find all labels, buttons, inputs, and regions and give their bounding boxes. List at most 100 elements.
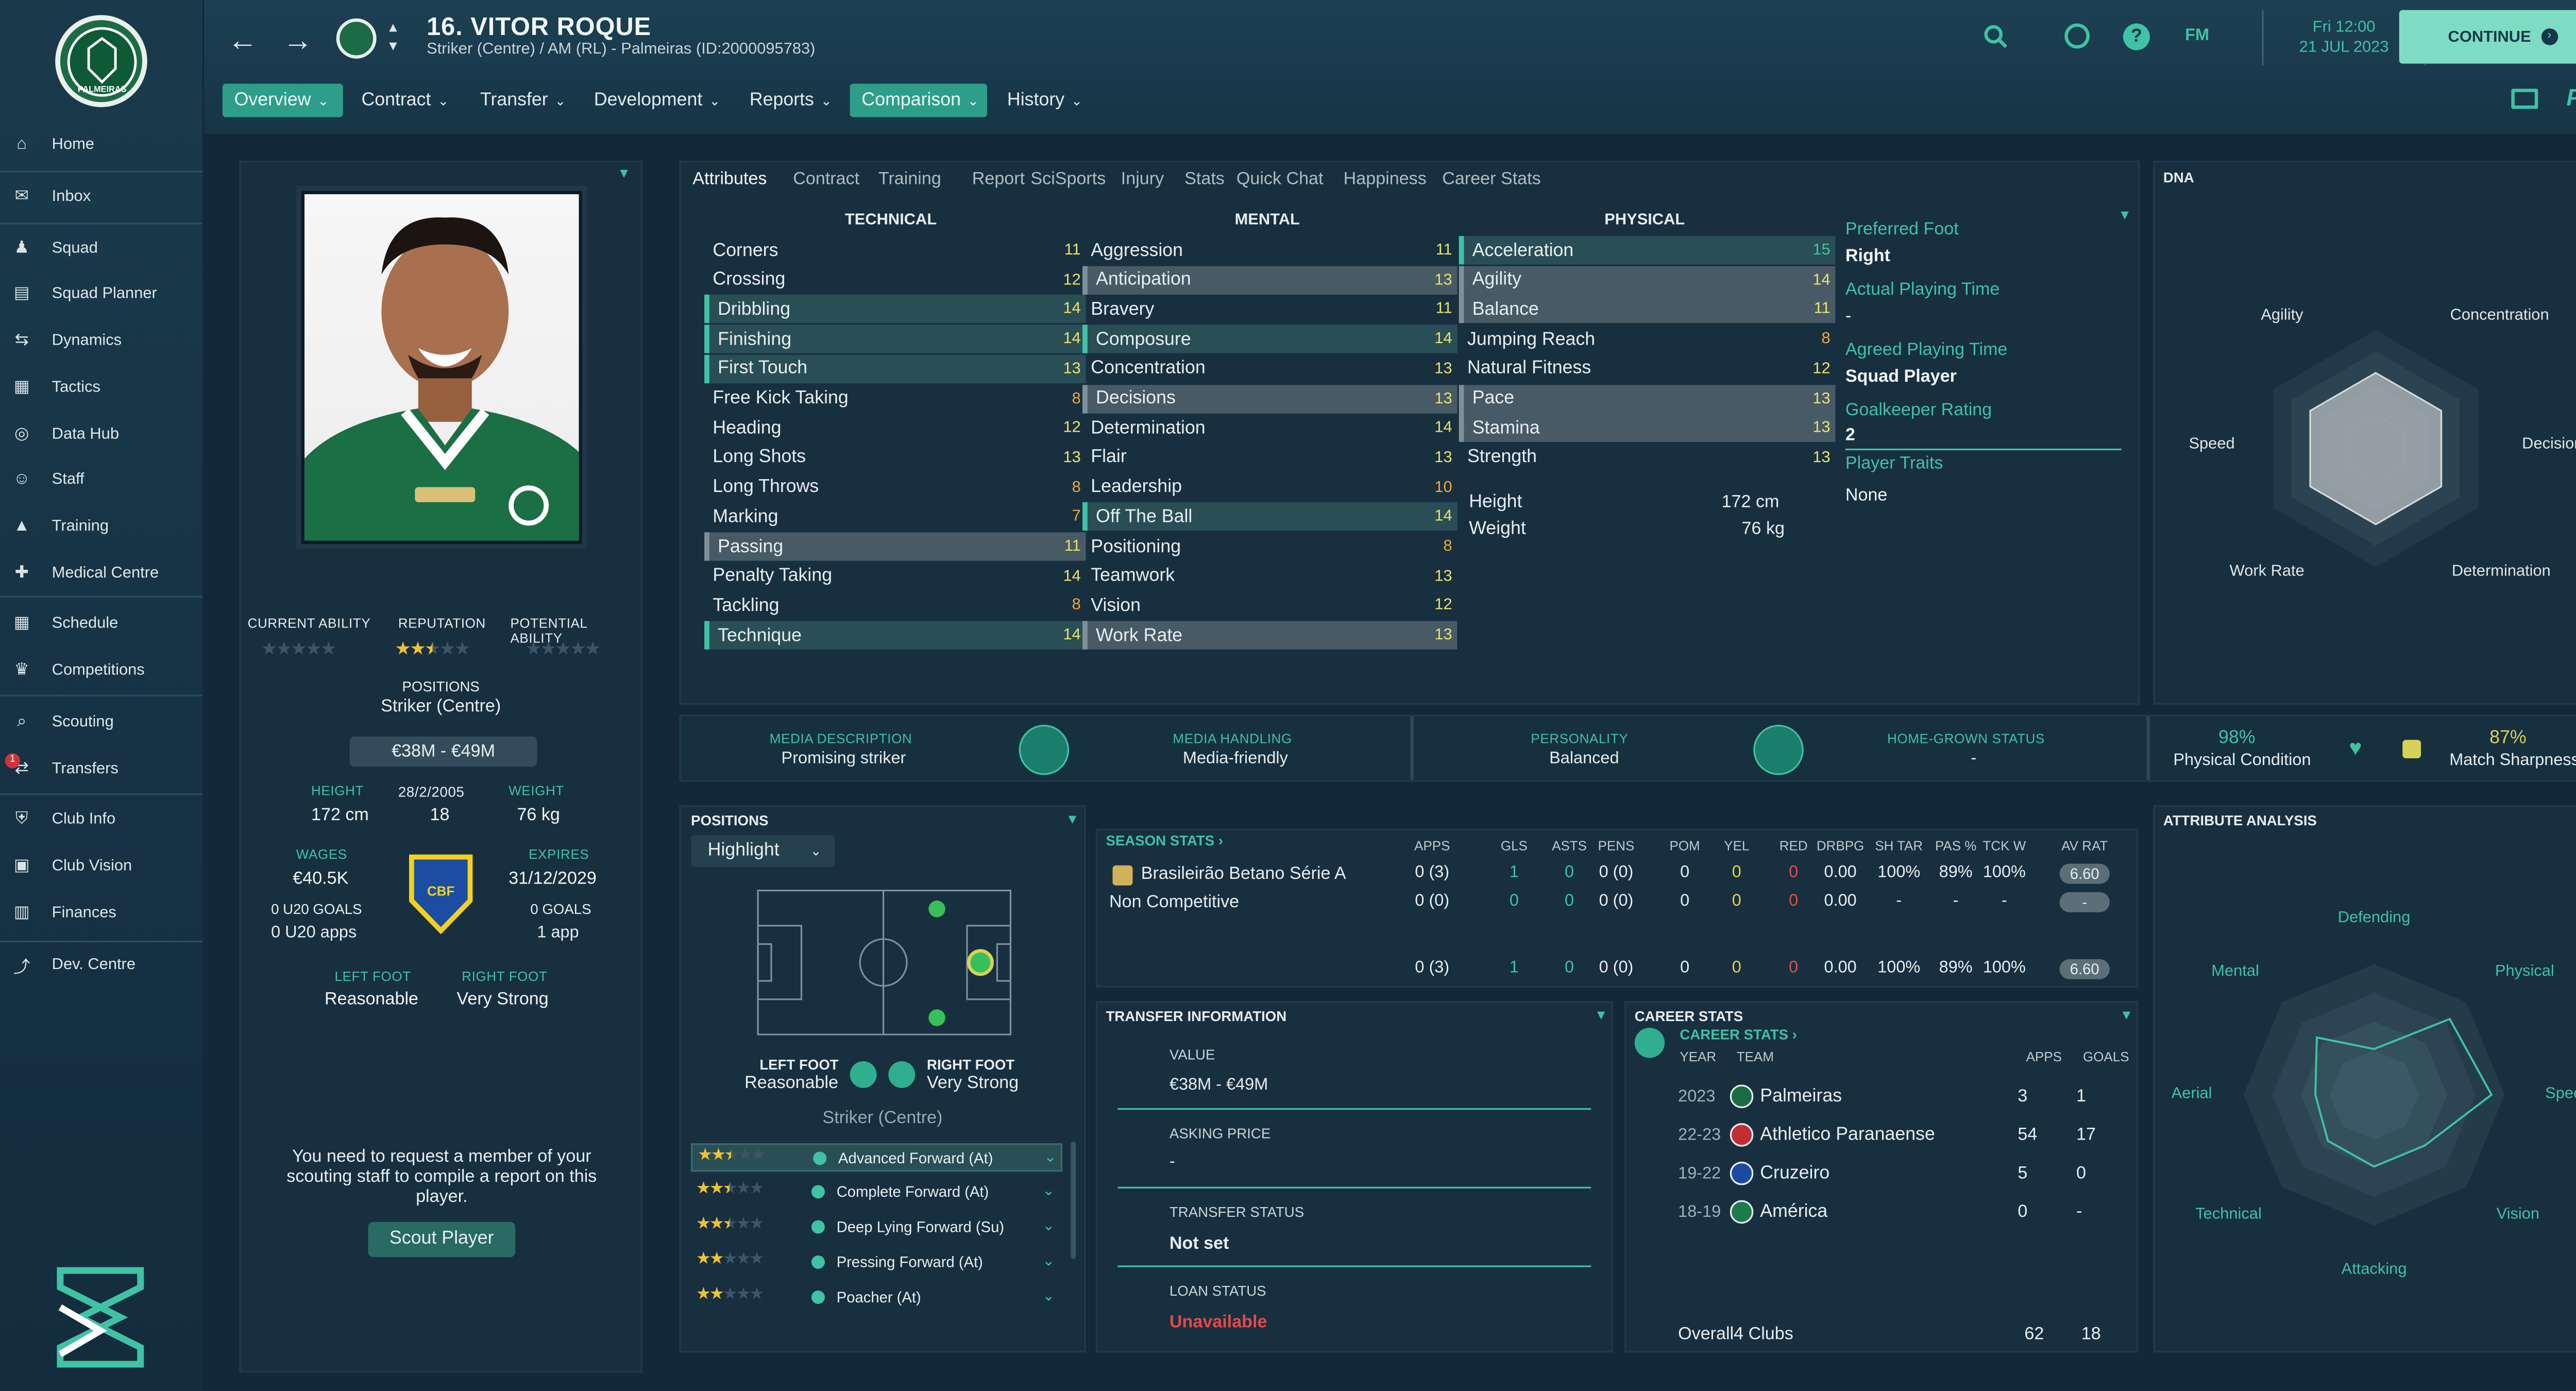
sidebar-item-squad-planner[interactable]: ▤ Squad Planner: [0, 271, 202, 314]
attribute-row-concentration[interactable]: Concentration 13: [1082, 354, 1457, 383]
menu-overview[interactable]: Overview ⌄: [222, 83, 343, 117]
sidebar-item-squad[interactable]: ♟ Squad: [0, 226, 202, 269]
attribute-row-dribbling[interactable]: Dribbling 14: [704, 295, 1086, 324]
attribute-row-stamina[interactable]: Stamina 13: [1459, 414, 1836, 443]
role-chevron-icon[interactable]: ⌄: [1042, 1217, 1055, 1234]
search-icon[interactable]: [1982, 23, 2009, 50]
tab-quick-chat[interactable]: Quick Chat: [1236, 169, 1324, 190]
career-row[interactable]: 18-19 América 0 -: [1626, 1200, 2136, 1230]
attribute-row-crossing[interactable]: Crossing 12: [704, 266, 1086, 294]
menu-development[interactable]: Development ⌄: [582, 83, 730, 117]
role-chevron-icon[interactable]: ⌄: [1044, 1148, 1057, 1165]
tab-career-stats[interactable]: Career Stats: [1442, 169, 1541, 190]
attribute-row-pace[interactable]: Pace 13: [1459, 384, 1836, 413]
tab-contract[interactable]: Contract: [793, 169, 860, 190]
club-selector-chevrons-icon[interactable]: ▲ ▼: [386, 20, 400, 54]
role-row[interactable]: ★★★★★ Advanced Forward (At) ⌄: [691, 1143, 1063, 1172]
attribute-row-first-touch[interactable]: First Touch 13: [704, 354, 1086, 383]
role-chevron-icon[interactable]: ⌄: [1042, 1287, 1055, 1304]
career-row[interactable]: 2023 Palmeiras 3 1: [1626, 1084, 2136, 1114]
menu-transfer[interactable]: Transfer ⌄: [468, 83, 574, 117]
tab-injury[interactable]: Injury: [1121, 169, 1164, 190]
attribute-row-balance[interactable]: Balance 11: [1459, 295, 1836, 324]
career-stats-chevron-icon[interactable]: ▼: [2120, 1007, 2133, 1023]
attribute-row-tackling[interactable]: Tackling 8: [704, 591, 1086, 620]
career-row[interactable]: 22-23 Athletico Paranaense 54 17: [1626, 1123, 2136, 1153]
season-stats-link[interactable]: SEASON STATS ›: [1106, 832, 1224, 849]
attribute-row-off-the-ball[interactable]: Off The Ball 14: [1082, 502, 1458, 531]
tab-scisports[interactable]: SciSports: [1030, 169, 1106, 190]
attribute-row-corners[interactable]: Corners 11: [704, 236, 1086, 264]
club-badge-logo[interactable]: PALMEIRAS: [55, 15, 147, 107]
attribute-row-long-shots[interactable]: Long Shots 13: [704, 444, 1086, 472]
attribute-row-marking[interactable]: Marking 7: [704, 503, 1086, 531]
sidebar-item-data-hub[interactable]: ◎ Data Hub: [0, 412, 202, 455]
forward-arrow-icon[interactable]: →: [282, 23, 313, 57]
fm-icon[interactable]: FM: [2185, 26, 2210, 45]
attribute-row-anticipation[interactable]: Anticipation 13: [1082, 265, 1458, 294]
attribute-row-aggression[interactable]: Aggression 11: [1082, 236, 1457, 264]
attribute-row-jumping-reach[interactable]: Jumping Reach 8: [1459, 325, 1836, 353]
attribute-row-flair[interactable]: Flair 13: [1082, 444, 1457, 472]
attribute-row-strength[interactable]: Strength 13: [1459, 444, 1836, 472]
sidebar-item-dynamics[interactable]: ⇆ Dynamics: [0, 318, 202, 361]
tab-stats[interactable]: Stats: [1184, 169, 1225, 190]
season-row[interactable]: Brasileirão Betano Série A 0 (3) 1 0 0 (0) 0 0…: [1097, 863, 2137, 891]
attribute-row-heading[interactable]: Heading 12: [704, 414, 1086, 442]
attribute-row-vision[interactable]: Vision 12: [1082, 591, 1457, 620]
transfer-info-chevron-icon[interactable]: ▼: [1594, 1007, 1608, 1023]
paypal-icon[interactable]: P: [2567, 83, 2576, 110]
sidebar-item-club-vision[interactable]: ▣ Club Vision: [0, 844, 202, 887]
attribute-row-agility[interactable]: Agility 14: [1459, 265, 1836, 294]
back-arrow-icon[interactable]: ←: [227, 23, 258, 57]
attribute-row-free-kick-taking[interactable]: Free Kick Taking 8: [704, 384, 1086, 413]
attribute-row-bravery[interactable]: Bravery 11: [1082, 295, 1457, 324]
club-crest-icon[interactable]: [336, 18, 377, 59]
info-column-chevron-icon[interactable]: ▼: [2118, 207, 2131, 223]
tab-attributes[interactable]: Attributes: [692, 169, 767, 190]
menu-reports[interactable]: Reports ⌄: [738, 83, 837, 117]
sidebar-item-dev-centre[interactable]: ⤴ Dev. Centre: [0, 942, 202, 986]
tab-training[interactable]: Training: [878, 169, 941, 190]
sidebar-item-training[interactable]: ▲ Training: [0, 504, 202, 547]
attribute-row-finishing[interactable]: Finishing 14: [704, 325, 1086, 353]
role-chevron-icon[interactable]: ⌄: [1042, 1181, 1055, 1199]
role-row[interactable]: ★★★★★ Poacher (At) ⌄: [691, 1284, 1062, 1312]
highlight-dropdown[interactable]: Highlight ⌄: [691, 835, 835, 868]
roles-scrollbar[interactable]: [1071, 1141, 1076, 1259]
role-row[interactable]: ★★★★★ Complete Forward (At) ⌄: [691, 1178, 1062, 1207]
career-stats-link[interactable]: CAREER STATS ›: [1680, 1026, 1797, 1043]
attribute-row-penalty-taking[interactable]: Penalty Taking 14: [704, 562, 1086, 590]
tab-happiness[interactable]: Happiness: [1343, 169, 1427, 190]
screen-icon[interactable]: [2511, 89, 2538, 109]
tab-report[interactable]: Report: [972, 169, 1025, 190]
globe-icon[interactable]: [2064, 23, 2090, 49]
profile-panel-chevron-icon[interactable]: ▼: [617, 165, 631, 181]
info-icon[interactable]: [811, 1255, 825, 1269]
sidebar-item-schedule[interactable]: ▦ Schedule: [0, 601, 202, 644]
info-icon[interactable]: [811, 1291, 825, 1304]
attribute-row-passing[interactable]: Passing 11: [704, 532, 1086, 561]
menu-comparison[interactable]: Comparison ⌄: [850, 83, 987, 117]
sidebar-item-transfers[interactable]: ⇄ Transfers 1: [0, 747, 202, 790]
menu-contract[interactable]: Contract ⌄: [350, 83, 460, 117]
sidebar-item-home[interactable]: ⌂ Home: [0, 122, 202, 165]
sidebar-item-competitions[interactable]: ♛ Competitions: [0, 648, 202, 691]
attribute-row-positioning[interactable]: Positioning 8: [1082, 532, 1457, 561]
sidebar-item-club-info[interactable]: ⛨ Club Info: [0, 797, 202, 840]
menu-history[interactable]: History ⌄: [995, 83, 1091, 117]
sidebar-item-scouting[interactable]: ⌕ Scouting: [0, 700, 202, 743]
sidebar-item-staff[interactable]: ☺ Staff: [0, 457, 202, 500]
role-row[interactable]: ★★★★★ Pressing Forward (At) ⌄: [691, 1249, 1062, 1277]
continue-button[interactable]: CONTINUE ›: [2399, 10, 2576, 64]
attribute-row-natural-fitness[interactable]: Natural Fitness 12: [1459, 354, 1836, 383]
sidebar-item-medical-centre[interactable]: ✚ Medical Centre: [0, 551, 202, 594]
attribute-row-determination[interactable]: Determination 14: [1082, 414, 1457, 442]
attribute-row-acceleration[interactable]: Acceleration 15: [1459, 236, 1836, 265]
info-icon[interactable]: [811, 1220, 825, 1234]
attribute-row-technique[interactable]: Technique 14: [704, 621, 1086, 650]
attribute-row-decisions[interactable]: Decisions 13: [1082, 384, 1458, 413]
help-icon[interactable]: ?: [2123, 23, 2150, 50]
info-icon[interactable]: [811, 1185, 825, 1199]
info-icon[interactable]: [813, 1151, 827, 1165]
